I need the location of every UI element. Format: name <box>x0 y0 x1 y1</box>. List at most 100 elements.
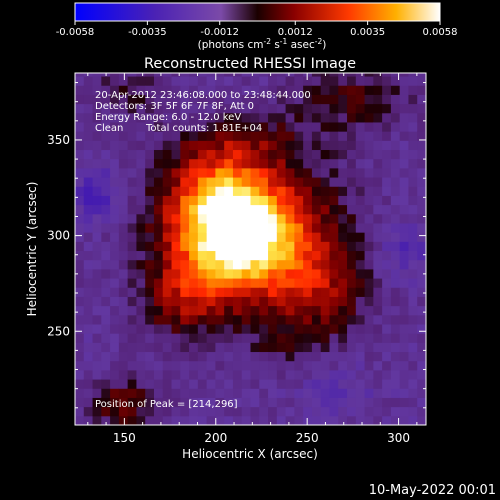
heatmap-cell <box>408 369 418 380</box>
heatmap-cell <box>215 250 225 261</box>
heatmap-cell <box>320 323 330 334</box>
heatmap-cell <box>171 268 181 279</box>
heatmap-cell <box>180 369 190 380</box>
heatmap-cell <box>118 314 129 325</box>
heatmap-cell <box>180 131 190 141</box>
heatmap-cell <box>232 186 243 196</box>
heatmap-cell <box>259 158 269 169</box>
heatmap-cell <box>110 140 120 151</box>
heatmap-cell <box>311 103 322 114</box>
heatmap-cell <box>215 167 225 178</box>
heatmap-cell <box>408 415 418 425</box>
heatmap-cell <box>92 213 102 224</box>
heatmap-cell <box>171 333 181 343</box>
heatmap-cell <box>285 177 295 187</box>
heatmap-cell <box>92 305 102 316</box>
heatmap-cell <box>303 186 313 196</box>
heatmap-cell <box>118 94 129 105</box>
heatmap-cell <box>232 278 243 288</box>
heatmap-cell <box>75 369 85 380</box>
heatmap-cell <box>408 73 418 77</box>
heatmap-cell <box>250 388 260 398</box>
footer-date: 10-May-2022 00:01 <box>369 483 496 498</box>
heatmap-cell <box>417 369 426 380</box>
heatmap-cell <box>364 278 374 288</box>
heatmap-cell <box>136 379 146 389</box>
heatmap-cell <box>92 85 102 95</box>
heatmap-cell <box>110 177 120 187</box>
heatmap-cell <box>145 415 155 425</box>
heatmap-cell <box>268 397 278 408</box>
heatmap-cell <box>390 406 401 417</box>
heatmap-cell <box>83 314 94 325</box>
heatmap-cell <box>153 351 164 362</box>
heatmap-cell <box>241 73 252 77</box>
heatmap-cell <box>75 112 85 123</box>
heatmap-cell <box>197 213 208 224</box>
heatmap-cell <box>162 287 173 297</box>
heatmap-cell <box>206 305 216 316</box>
heatmap-cell <box>355 323 366 334</box>
heatmap-cell <box>118 222 129 233</box>
heatmap-cell <box>83 369 94 380</box>
heatmap-cell <box>101 177 111 187</box>
heatmap-cell <box>127 406 137 417</box>
heatmap-cell <box>320 287 330 297</box>
heatmap-cell <box>347 103 357 114</box>
heatmap-cell <box>241 149 252 160</box>
heatmap-cell <box>197 250 208 261</box>
heatmap-cell <box>189 351 199 362</box>
heatmap-cell <box>241 314 252 325</box>
heatmap-cell <box>408 351 418 362</box>
heatmap-cell <box>303 278 313 288</box>
heatmap-cell <box>75 333 85 343</box>
heatmap-cell <box>294 296 304 307</box>
heatmap-cell <box>206 287 216 297</box>
heatmap-cell <box>215 232 225 242</box>
heatmap-cell <box>206 360 216 371</box>
heatmap-cell <box>347 397 357 408</box>
heatmap-cell <box>259 140 269 151</box>
heatmap-cell <box>162 149 173 160</box>
heatmap-cell <box>180 323 190 334</box>
heatmap-cell <box>382 250 392 261</box>
heatmap-cell <box>101 85 111 95</box>
heatmap-cell <box>250 131 260 141</box>
heatmap-cell <box>303 314 313 325</box>
heatmap-cell <box>136 232 146 242</box>
heatmap-cell <box>83 388 94 398</box>
heatmap-cell <box>136 121 146 132</box>
heatmap-cell <box>355 167 366 178</box>
heatmap-cell <box>364 73 374 77</box>
heatmap-cell <box>259 351 269 362</box>
heatmap-cell <box>171 342 181 353</box>
heatmap-cell <box>276 333 287 343</box>
heatmap-cell <box>232 397 243 408</box>
heatmap-cell <box>232 314 243 325</box>
heatmap-cell <box>382 121 392 132</box>
heatmap-cell <box>382 241 392 252</box>
heatmap-cell <box>136 167 146 178</box>
heatmap-cell <box>259 177 269 187</box>
heatmap-cell <box>232 73 243 77</box>
heatmap-cell <box>153 121 164 132</box>
heatmap-cell <box>408 296 418 307</box>
heatmap-cell <box>215 103 225 114</box>
heatmap-cell <box>136 323 146 334</box>
heatmap-cell <box>171 351 181 362</box>
heatmap-cell <box>329 76 339 86</box>
heatmap-cell <box>285 112 295 123</box>
x-tick-label: 200 <box>204 431 227 445</box>
heatmap-cell <box>355 140 366 151</box>
heatmap-cell <box>355 250 366 261</box>
heatmap-cell <box>136 287 146 297</box>
heatmap-cell <box>153 259 164 270</box>
heatmap-cell <box>118 112 129 123</box>
heatmap-cell <box>311 149 322 160</box>
heatmap-cell <box>303 213 313 224</box>
heatmap-cell <box>285 121 295 132</box>
heatmap-cell <box>268 415 278 425</box>
heatmap-cell <box>171 296 181 307</box>
heatmap-cell <box>83 333 94 343</box>
